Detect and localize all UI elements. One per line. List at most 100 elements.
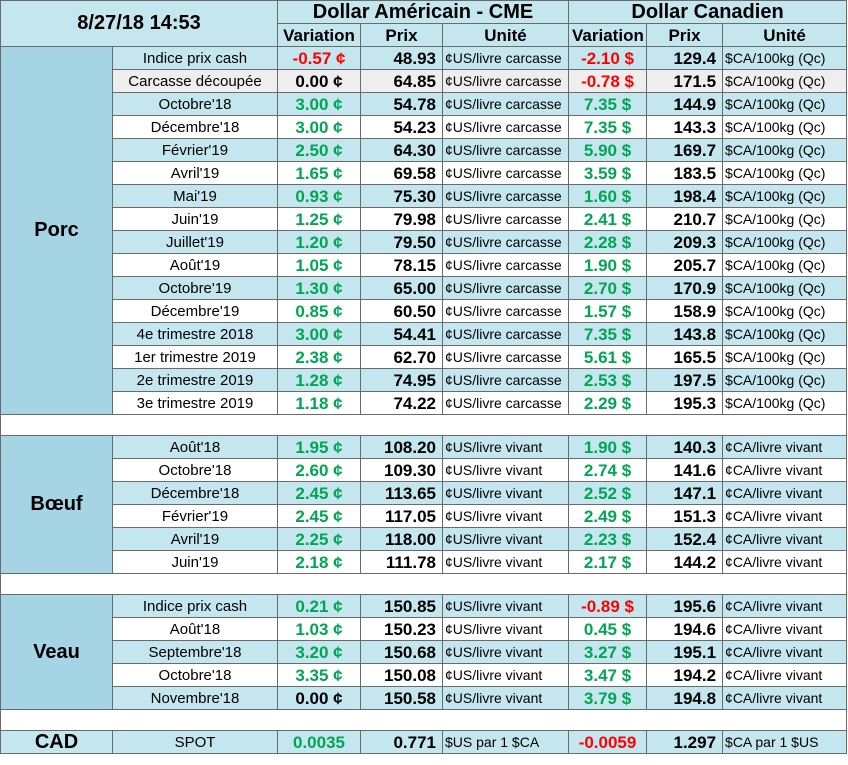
table-row: Décembre'19 0.85 ¢ 60.50 ¢US/livre carcasse… (1, 299, 848, 323)
table-row: 4e trimestre 2018 3.00 ¢ 54.41 ¢US/livre ca… (1, 322, 848, 346)
usd-price: 109.30 (360, 458, 443, 482)
cad-spot-row: CAD SPOT 0.0035 0.771 $US par 1 $CA -0.0059 1.… (0, 730, 848, 754)
usd-unit: ¢US/livre vivant (441, 617, 570, 641)
cad-variation: 2.23 $ (568, 527, 648, 551)
cad-unit: $CA/100kg (Qc) (722, 276, 848, 300)
usd-price: 0.771 (360, 730, 443, 754)
cad-prix-header: Prix (646, 23, 724, 47)
cad-price: 158.9 (646, 299, 724, 323)
usd-unit: ¢US/livre vivant (441, 481, 570, 505)
cad-section-title: Dollar Canadien (568, 0, 848, 24)
usd-price: 65.00 (360, 276, 443, 300)
usd-price: 111.78 (360, 550, 443, 574)
usd-variation: 0.0035 (277, 730, 361, 754)
usd-unit: ¢US/livre carcasse (441, 46, 570, 70)
usd-unit: ¢US/livre carcasse (441, 207, 570, 231)
cad-variation: 2.41 $ (568, 207, 648, 231)
usd-price: 60.50 (360, 299, 443, 323)
cad-variation: 7.35 $ (568, 92, 648, 116)
table-row: Février'19 2.50 ¢ 64.30 ¢US/livre carcasse 5… (1, 138, 848, 162)
usd-unit: ¢US/livre carcasse (441, 161, 570, 185)
usd-price: 54.41 (360, 322, 443, 346)
cad-variation: 1.60 $ (568, 184, 648, 208)
cad-variation: 3.79 $ (568, 686, 648, 710)
contract-label: Décembre'18 (112, 481, 278, 505)
table-row: Bœuf Août'18 1.95 ¢ 108.20 ¢US/livre vivant 1… (0, 435, 848, 574)
cad-unit: ¢CA/livre vivant (722, 617, 848, 641)
usd-variation: 2.38 ¢ (277, 345, 361, 369)
contract-label: Avril'19 (112, 161, 278, 185)
usd-unit: ¢US/livre carcasse (441, 276, 570, 300)
cad-price: 147.1 (646, 481, 724, 505)
cad-price: 143.8 (646, 322, 724, 346)
usd-price: 79.50 (360, 230, 443, 254)
cad-unit: ¢CA/livre vivant (722, 481, 848, 505)
usd-variation: 0.21 ¢ (277, 594, 361, 618)
usd-price: 150.58 (360, 686, 443, 710)
cad-price: 171.5 (646, 69, 724, 93)
table-row: Veau Indice prix cash 0.21 ¢ 150.85 ¢US/livr… (0, 594, 848, 710)
contract-label: Septembre'18 (112, 640, 278, 664)
contract-label: Mai'19 (112, 184, 278, 208)
usd-variation: 0.93 ¢ (277, 184, 361, 208)
cad-price: 210.7 (646, 207, 724, 231)
cad-variation: 2.52 $ (568, 481, 648, 505)
usd-price: 62.70 (360, 345, 443, 369)
category-label: Bœuf (0, 435, 113, 574)
usd-unit: ¢US/livre vivant (441, 504, 570, 528)
cad-variation: 2.53 $ (568, 368, 648, 392)
usd-variation: 0.85 ¢ (277, 299, 361, 323)
usd-unit: ¢US/livre vivant (441, 458, 570, 482)
cad-price: 170.9 (646, 276, 724, 300)
contract-label: Juillet'19 (112, 230, 278, 254)
cad-variation: 2.74 $ (568, 458, 648, 482)
usd-unit: ¢US/livre vivant (441, 640, 570, 664)
usd-variation: 2.18 ¢ (277, 550, 361, 574)
cad-price: 143.3 (646, 115, 724, 139)
usd-unit: ¢US/livre carcasse (441, 69, 570, 93)
usd-unit: ¢US/livre vivant (441, 594, 570, 618)
cad-variation: 3.47 $ (568, 663, 648, 687)
header-row-1: 8/27/18 14:53 Dollar Américain - CME Dol… (0, 0, 848, 47)
usd-unit: ¢US/livre vivant (441, 550, 570, 574)
cad-variation: 2.70 $ (568, 276, 648, 300)
cad-variation: 5.61 $ (568, 345, 648, 369)
usd-price: 75.30 (360, 184, 443, 208)
cad-unit: $CA par 1 $US (722, 730, 848, 754)
cad-price: 197.5 (646, 368, 724, 392)
cad-unit: ¢CA/livre vivant (722, 640, 848, 664)
cad-unit: $CA/100kg (Qc) (722, 368, 848, 392)
spacer-cell (0, 709, 848, 731)
cad-variation: -0.0059 (568, 730, 648, 754)
cad-unit: ¢CA/livre vivant (722, 550, 848, 574)
cad-price: 194.2 (646, 663, 724, 687)
cad-variation: 7.35 $ (568, 115, 648, 139)
cad-unit: $CA/100kg (Qc) (722, 46, 848, 70)
cad-unit: $CA/100kg (Qc) (722, 230, 848, 254)
table-row: Avril'19 2.25 ¢ 118.00 ¢US/livre vivant 2.23… (1, 527, 848, 551)
cad-variation: 5.90 $ (568, 138, 648, 162)
usd-unit: ¢US/livre vivant (441, 435, 570, 459)
table-row: Octobre'19 1.30 ¢ 65.00 ¢US/livre carcasse 2… (1, 276, 848, 300)
usd-price: 78.15 (360, 253, 443, 277)
cad-unit: ¢CA/livre vivant (722, 527, 848, 551)
table-row: Août'19 1.05 ¢ 78.15 ¢US/livre carcasse 1.90… (1, 253, 848, 277)
cad-price: 152.4 (646, 527, 724, 551)
usd-price: 69.58 (360, 161, 443, 185)
category-label: CAD (0, 730, 113, 754)
cad-price: 194.8 (646, 686, 724, 710)
usd-variation: 1.65 ¢ (277, 161, 361, 185)
contract-label: Octobre'18 (112, 663, 278, 687)
cad-price: 183.5 (646, 161, 724, 185)
cad-variation: 3.59 $ (568, 161, 648, 185)
usd-unite-header: Unité (441, 23, 570, 47)
cad-variation-header: Variation (568, 23, 648, 47)
usd-variation: 0.00 ¢ (277, 69, 361, 93)
usd-variation: 1.03 ¢ (277, 617, 361, 641)
contract-label: Carcasse découpée (112, 69, 278, 93)
usd-unit: ¢US/livre carcasse (441, 184, 570, 208)
usd-prix-header: Prix (360, 23, 443, 47)
usd-price: 64.30 (360, 138, 443, 162)
cad-unit: $CA/100kg (Qc) (722, 345, 848, 369)
